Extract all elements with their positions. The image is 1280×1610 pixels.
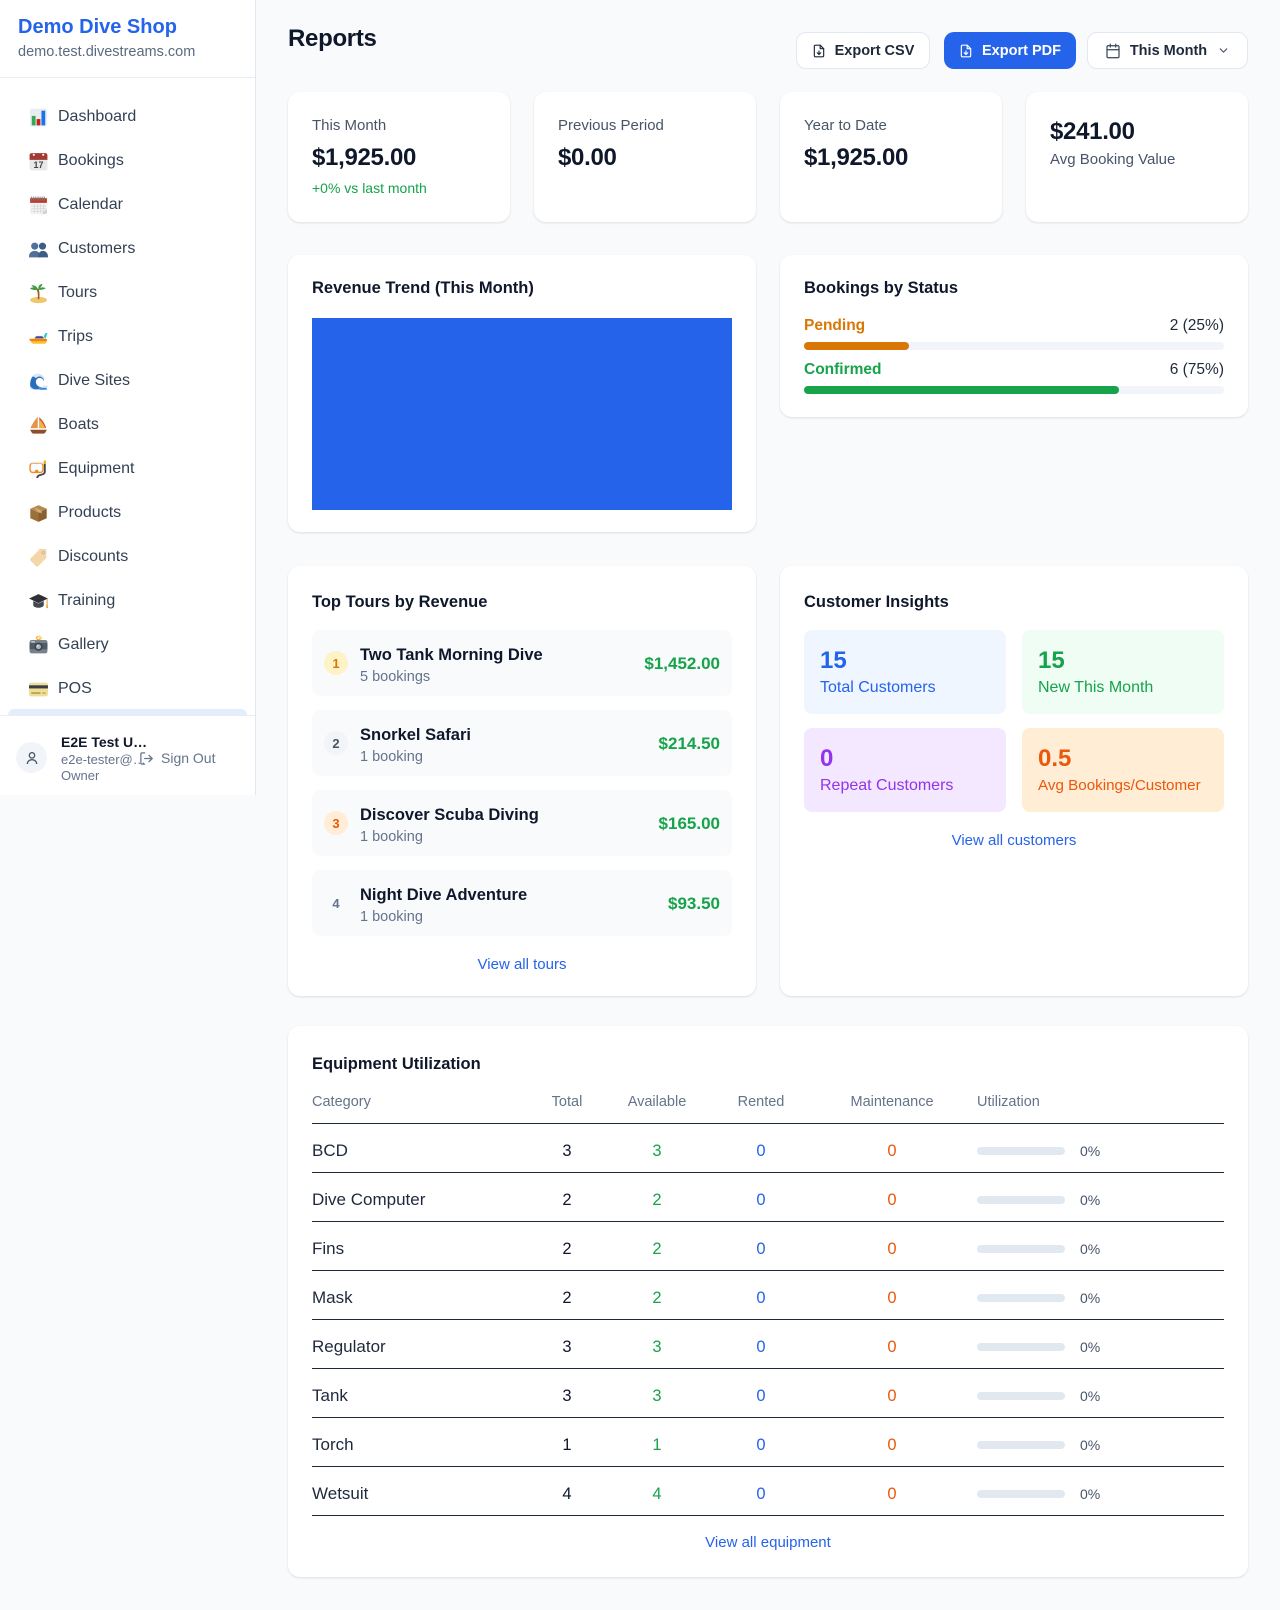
svg-text:17: 17: [34, 160, 44, 170]
